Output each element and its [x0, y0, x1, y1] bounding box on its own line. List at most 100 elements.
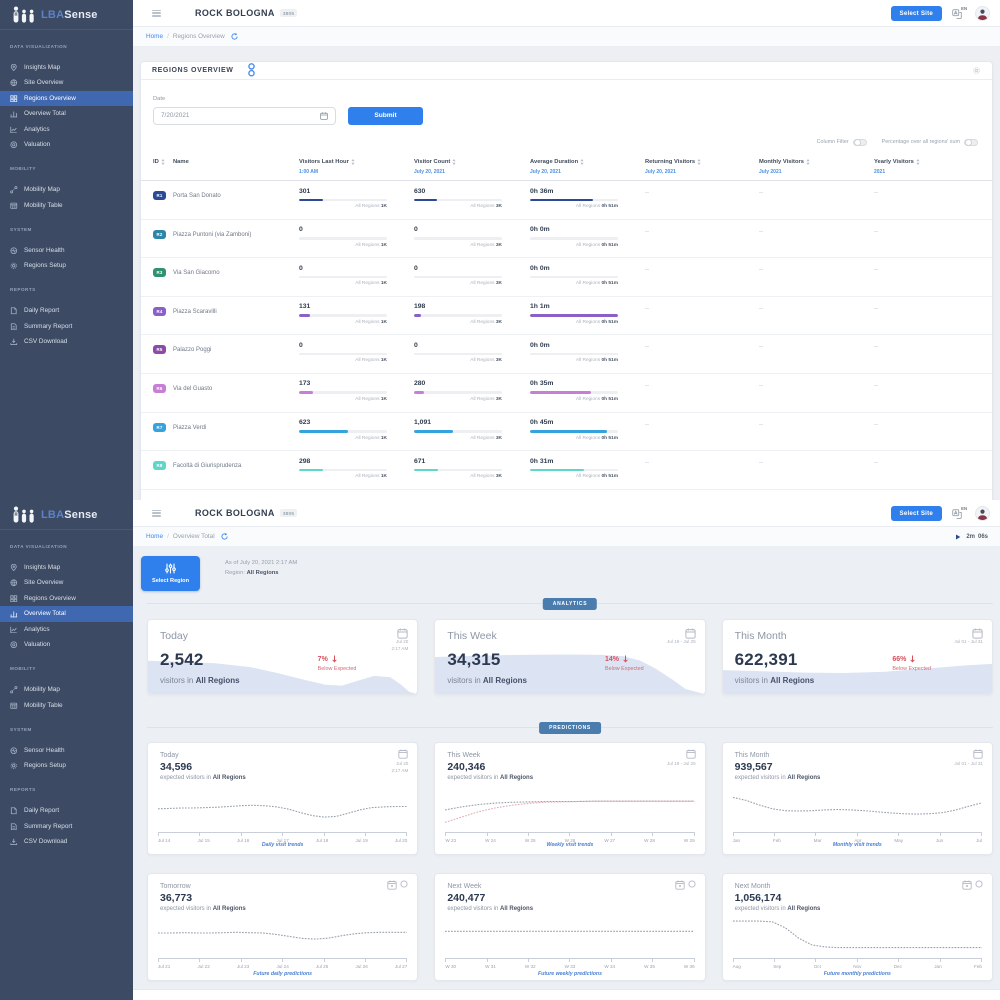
sort-icon[interactable]	[806, 159, 810, 167]
prediction-card[interactable]: Tomorrow 36,773 expected visitors in All…	[147, 873, 419, 981]
sidebar-item[interactable]: Summary Report	[0, 819, 133, 835]
select-site-button[interactable]: Select Site	[890, 505, 942, 521]
sidebar-item[interactable]: Mobility Table	[0, 198, 133, 214]
table-header-cell[interactable]: Monthly Visitors July 2021	[759, 159, 874, 175]
table-row[interactable]: R8 Facoltà di Giurisprudenza 298 All Reg…	[141, 451, 992, 490]
analytics-card[interactable]: This Week 34,315 visitors in All Regions…	[434, 619, 706, 695]
table-row[interactable]: R5 Palazzo Poggi 0 All Regions 1K 0	[141, 335, 992, 374]
summary-report-icon	[10, 322, 18, 330]
sidebar-item[interactable]: Analytics	[0, 122, 133, 138]
prediction-card[interactable]: Today 34,596 expected visitors in All Re…	[147, 742, 419, 855]
refresh-icon[interactable]	[231, 33, 238, 40]
sidebar-item[interactable]: Sensor Health	[0, 243, 133, 259]
sidebar-item[interactable]: Regions Overview	[0, 591, 133, 607]
sort-icon[interactable]	[697, 159, 701, 167]
sidebar-item[interactable]: Valuation	[0, 137, 133, 153]
user-avatar[interactable]	[975, 505, 990, 521]
analytics-card[interactable]: Today 2,542 visitors in All Regions 7% B…	[147, 619, 419, 695]
chart-caption-link[interactable]: Daily visit trends	[261, 842, 304, 848]
predictions-section-badge[interactable]: PREDICTIONS	[539, 722, 601, 734]
sidebar-item[interactable]: Summary Report	[0, 319, 133, 335]
table-row[interactable]: R7 Piazza Verdi 623 All Regions 1K 1,091	[141, 413, 992, 452]
analytics-card[interactable]: This Month 622,391 visitors in All Regio…	[721, 619, 993, 695]
sidebar-item[interactable]: Overview Total	[0, 606, 133, 622]
sort-icon[interactable]	[161, 159, 165, 167]
select-region-button[interactable]: Select Region	[141, 556, 200, 591]
chart-caption-link[interactable]: Monthly visit trends	[832, 842, 882, 848]
sidebar-item[interactable]: Sensor Health	[0, 743, 133, 759]
prediction-card[interactable]: Next Week 240,477 expected visitors in A…	[434, 873, 706, 981]
sidebar-item[interactable]: Mobility Map	[0, 682, 133, 698]
gear-icon[interactable]	[972, 66, 981, 75]
breadcrumb-home-link[interactable]: Home	[146, 533, 164, 540]
sidebar-section-label: DATA VISUALIZATION	[10, 543, 68, 549]
sidebar-item[interactable]: Mobility Table	[0, 698, 133, 714]
sidebar: LBASense DATA VISUALIZATION Insights Map	[0, 0, 133, 500]
sort-icon[interactable]	[916, 159, 920, 167]
table-row[interactable]: R6 Via del Guasto 173 All Regions 1K 280	[141, 374, 992, 413]
brand-logo[interactable]: LBASense	[0, 0, 133, 30]
card-title: This Month	[734, 752, 770, 759]
chart-caption-link[interactable]: Future daily predictions	[253, 971, 313, 977]
region-name: Piazza Scaravilli	[173, 308, 217, 315]
calendar-icon[interactable]	[320, 111, 328, 120]
sidebar-item[interactable]: Daily Report	[0, 803, 133, 819]
menu-icon[interactable]	[152, 509, 161, 517]
sidebar-item[interactable]: Analytics	[0, 622, 133, 638]
language-switcher[interactable]: EN	[952, 506, 967, 519]
table-row[interactable]: R4 Piazza Scaravilli 131 All Regions 1K …	[141, 297, 992, 336]
chart-caption-link[interactable]: Future weekly predictions	[537, 971, 602, 977]
table-row[interactable]: R2 Piazza Puntoni (via Zamboni) 0 All Re…	[141, 220, 992, 259]
table-header-cell[interactable]: Yearly Visitors 2021	[874, 159, 992, 175]
table-header-cell[interactable]: Visitor Count July 20, 2021	[414, 159, 530, 175]
refresh-timer[interactable]: 2m 06s	[955, 534, 988, 540]
menu-icon[interactable]	[152, 9, 161, 17]
chart-caption-link[interactable]: Future monthly predictions	[823, 971, 891, 977]
site-overview-icon	[10, 79, 18, 87]
expected-visitors-value: 34,596	[160, 761, 193, 773]
sidebar-item[interactable]: Daily Report	[0, 303, 133, 319]
topbar: ROCK BOLOGNA 3805 Select Site EN	[133, 500, 1000, 527]
sort-icon[interactable]	[452, 159, 456, 167]
sidebar-item[interactable]: Regions Overview	[0, 90, 133, 106]
language-switcher[interactable]: EN	[952, 6, 967, 19]
sidebar-item[interactable]: Regions Setup	[0, 258, 133, 274]
submit-button[interactable]: Submit	[348, 106, 423, 125]
date-input[interactable]: 7/20/2021	[153, 106, 336, 125]
sidebar-item[interactable]: CSV Download	[0, 834, 133, 850]
sort-icon[interactable]	[580, 159, 584, 167]
sidebar-item[interactable]: Site Overview	[0, 575, 133, 591]
card-title: Next Week	[447, 883, 482, 890]
sidebar-item[interactable]: Insights Map	[0, 560, 133, 576]
toggle-switch[interactable]	[964, 138, 978, 146]
sidebar-item[interactable]: Overview Total	[0, 106, 133, 122]
table-header-cell[interactable]: Returning Visitors July 20, 2021	[645, 159, 759, 175]
prediction-card[interactable]: This Month 939,567 expected visitors in …	[721, 742, 993, 855]
table-row[interactable]: R3 Via San Giacomo 0 All Regions 1K 0	[141, 258, 992, 297]
chart-caption-link[interactable]: Weekly visit trends	[546, 842, 594, 848]
table-header: ID Name Visitors Last Hour 1:00 AM Visit…	[141, 158, 992, 181]
refresh-icon[interactable]	[221, 533, 228, 540]
analytics-section-badge[interactable]: ANALYTICS	[542, 598, 598, 610]
sidebar-item[interactable]: Mobility Map	[0, 182, 133, 198]
prediction-card[interactable]: Next Month 1,056,174 expected visitors i…	[721, 873, 993, 981]
user-avatar[interactable]	[975, 5, 990, 21]
table-header-cell[interactable]: Average Duration July 20, 2021	[530, 159, 645, 175]
sidebar-item[interactable]: Insights Map	[0, 60, 133, 76]
prediction-card[interactable]: This Week 240,346 expected visitors in A…	[434, 742, 706, 855]
date-range: Jul 20 2:17 AM	[391, 761, 409, 773]
brand-logo[interactable]: LBASense	[0, 500, 133, 530]
axis-label: Jul 19	[355, 837, 368, 843]
table-row[interactable]: R1 Porta San Donato 301 All Regions 1K 6…	[141, 181, 992, 220]
table-header-cell[interactable]: Visitors Last Hour 1:00 AM	[299, 159, 414, 175]
breadcrumb-home-link[interactable]: Home	[146, 33, 164, 40]
table-header-cell[interactable]: ID	[153, 159, 173, 176]
sidebar-item[interactable]: CSV Download	[0, 334, 133, 350]
select-site-button[interactable]: Select Site	[890, 5, 942, 21]
sort-icon[interactable]	[351, 159, 355, 167]
table-header-cell[interactable]: Name	[173, 158, 189, 165]
sidebar-item[interactable]: Valuation	[0, 637, 133, 653]
sidebar-item[interactable]: Regions Setup	[0, 758, 133, 774]
sidebar-item[interactable]: Site Overview	[0, 75, 133, 91]
toggle-switch[interactable]	[852, 138, 867, 146]
